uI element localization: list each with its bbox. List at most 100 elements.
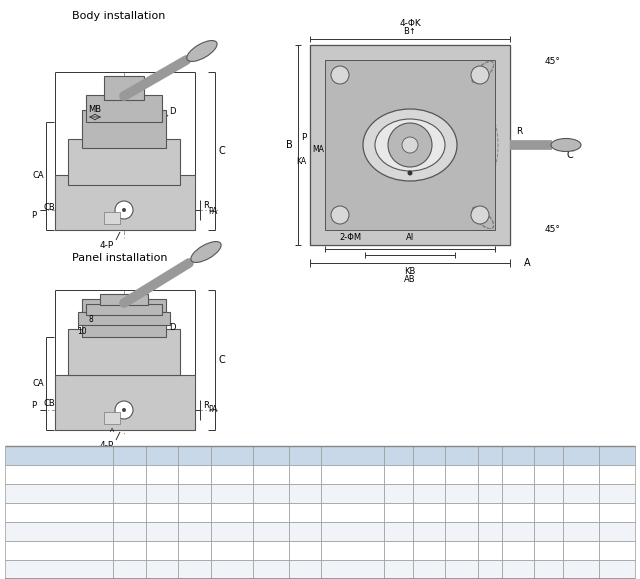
Text: PA: PA bbox=[208, 207, 218, 217]
Text: 51: 51 bbox=[512, 527, 524, 536]
Bar bbox=[211, 465, 253, 484]
Bar bbox=[253, 522, 289, 541]
Text: MA: MA bbox=[312, 145, 324, 153]
Text: 6.5: 6.5 bbox=[391, 546, 405, 555]
Bar bbox=[289, 503, 321, 522]
Bar bbox=[113, 541, 146, 560]
Text: 6.5: 6.5 bbox=[391, 527, 405, 536]
Text: KB: KB bbox=[454, 451, 468, 460]
Text: C: C bbox=[228, 451, 235, 460]
Bar bbox=[178, 560, 211, 579]
Bar bbox=[146, 484, 178, 503]
Bar bbox=[321, 484, 384, 503]
Text: 62: 62 bbox=[189, 489, 200, 498]
Text: 62: 62 bbox=[456, 527, 467, 536]
Bar bbox=[384, 560, 413, 579]
Text: AI: AI bbox=[406, 233, 414, 241]
Text: 81: 81 bbox=[456, 565, 467, 574]
Text: MB: MB bbox=[540, 451, 557, 460]
Bar bbox=[599, 484, 635, 503]
Text: 1.5: 1.5 bbox=[541, 527, 556, 536]
Bar bbox=[82, 110, 166, 148]
Text: 5.5: 5.5 bbox=[391, 489, 405, 498]
Ellipse shape bbox=[187, 41, 217, 61]
Circle shape bbox=[471, 206, 489, 224]
Text: 2: 2 bbox=[546, 546, 551, 555]
Text: 49: 49 bbox=[423, 470, 435, 479]
Text: CA: CA bbox=[32, 171, 44, 181]
Text: 102: 102 bbox=[186, 546, 203, 555]
Text: CB: CB bbox=[43, 203, 55, 211]
Text: 128: 128 bbox=[223, 565, 240, 574]
Text: Panel installation: Panel installation bbox=[72, 253, 168, 263]
Text: 11.5: 11.5 bbox=[607, 489, 627, 498]
Text: 11.5: 11.5 bbox=[607, 470, 627, 479]
Bar bbox=[384, 541, 413, 560]
Bar bbox=[253, 446, 289, 465]
Text: 40: 40 bbox=[512, 470, 524, 479]
Bar bbox=[563, 560, 599, 579]
Circle shape bbox=[388, 123, 432, 167]
Text: M52×1.5: M52×1.5 bbox=[332, 565, 373, 574]
Text: 62: 62 bbox=[156, 470, 168, 479]
Text: A: A bbox=[125, 451, 133, 460]
Bar bbox=[445, 465, 477, 484]
Bar bbox=[289, 522, 321, 541]
Bar bbox=[5, 541, 113, 560]
Circle shape bbox=[122, 408, 126, 412]
Text: 160: 160 bbox=[121, 565, 138, 574]
Bar bbox=[211, 446, 253, 465]
Text: 92.5: 92.5 bbox=[221, 489, 242, 498]
Text: 88.5: 88.5 bbox=[260, 527, 281, 536]
Bar bbox=[321, 560, 384, 579]
Text: 72: 72 bbox=[300, 565, 310, 574]
Bar bbox=[325, 60, 495, 230]
Text: 4HV4□□-20: 4HV4□□-20 bbox=[31, 565, 87, 574]
Bar bbox=[502, 522, 534, 541]
Bar bbox=[534, 522, 563, 541]
Text: 72: 72 bbox=[300, 546, 310, 555]
Text: D: D bbox=[169, 108, 175, 116]
Bar bbox=[445, 560, 477, 579]
Bar bbox=[146, 446, 178, 465]
Text: 140: 140 bbox=[121, 508, 138, 517]
Text: 13.5: 13.5 bbox=[607, 527, 627, 536]
Text: A: A bbox=[110, 215, 114, 221]
Text: 1/4": 1/4" bbox=[572, 508, 590, 517]
Bar bbox=[211, 560, 253, 579]
Bar bbox=[5, 484, 113, 503]
Bar bbox=[5, 503, 113, 522]
Bar bbox=[78, 312, 170, 325]
Bar bbox=[253, 560, 289, 579]
Bar bbox=[599, 541, 635, 560]
Text: 4HV3□□-10: 4HV3□□-10 bbox=[31, 527, 87, 536]
Text: 73: 73 bbox=[265, 489, 276, 498]
Bar bbox=[321, 522, 384, 541]
Text: 74: 74 bbox=[189, 508, 200, 517]
Text: 160: 160 bbox=[121, 546, 138, 555]
Bar bbox=[563, 503, 599, 522]
Bar bbox=[86, 95, 162, 122]
Bar bbox=[477, 560, 502, 579]
Text: Body installation: Body installation bbox=[72, 11, 165, 21]
Bar bbox=[289, 560, 321, 579]
Text: 110: 110 bbox=[262, 565, 279, 574]
Bar bbox=[534, 446, 563, 465]
Circle shape bbox=[471, 66, 489, 84]
Text: 1.5: 1.5 bbox=[541, 508, 556, 517]
Text: 49: 49 bbox=[456, 489, 467, 498]
Bar bbox=[68, 139, 180, 185]
Text: 104: 104 bbox=[223, 527, 240, 536]
Text: 140: 140 bbox=[121, 527, 138, 536]
Bar bbox=[534, 484, 563, 503]
Text: 94: 94 bbox=[156, 546, 168, 555]
Bar bbox=[146, 503, 178, 522]
Text: 120: 120 bbox=[121, 470, 138, 479]
Bar bbox=[534, 465, 563, 484]
Text: 1/8": 1/8" bbox=[572, 470, 590, 479]
Bar bbox=[211, 503, 253, 522]
Bar bbox=[563, 484, 599, 503]
Bar bbox=[413, 522, 445, 541]
Text: 62: 62 bbox=[189, 470, 200, 479]
Bar bbox=[289, 484, 321, 503]
